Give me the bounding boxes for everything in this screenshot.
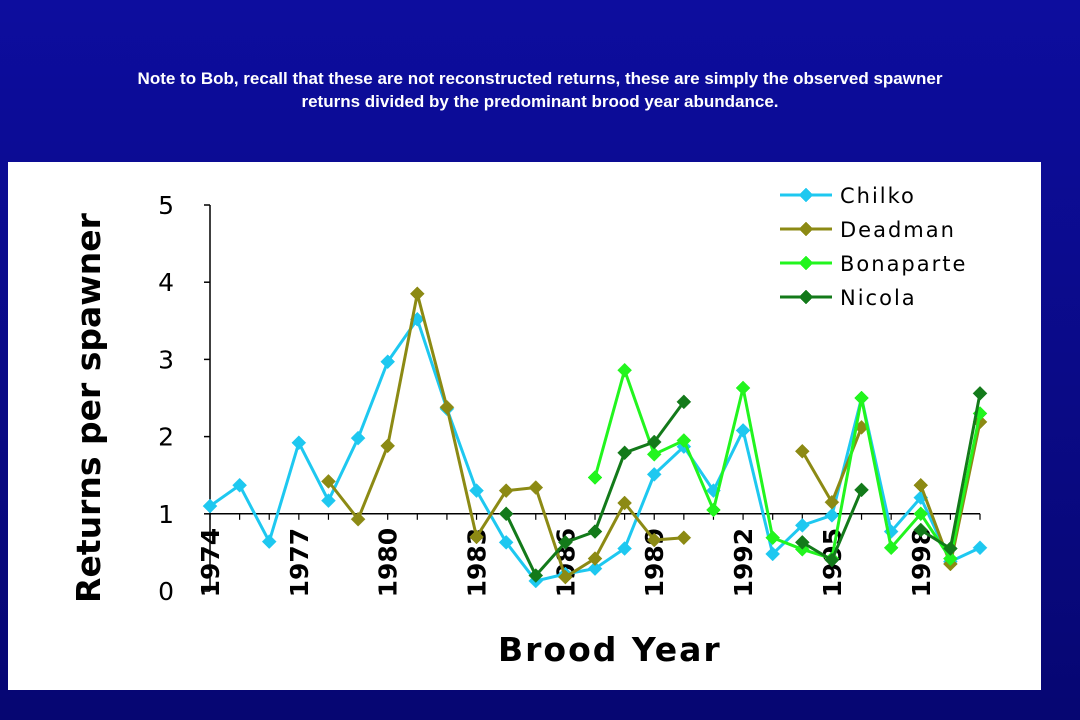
chilko-data-point bbox=[735, 423, 751, 438]
bonaparte-data-point bbox=[735, 380, 751, 396]
bonaparte-data-point bbox=[913, 506, 929, 522]
deadman-data-point bbox=[350, 511, 366, 527]
deadman-data-point bbox=[646, 532, 662, 548]
y-tick-label: 0 bbox=[158, 577, 174, 606]
bonaparte-data-point bbox=[676, 433, 692, 448]
deadman-data-point bbox=[528, 480, 544, 495]
bonaparte-legend-marker bbox=[798, 255, 814, 271]
chart-panel: 0123451974197719801983198619891992199519… bbox=[8, 162, 1041, 690]
chilko-data-point bbox=[202, 498, 218, 514]
x-axis-title: Brood Year bbox=[498, 630, 722, 669]
deadman-data-point bbox=[380, 438, 396, 454]
chilko-data-point bbox=[972, 540, 988, 556]
deadman-data-point bbox=[558, 569, 573, 585]
nicola-data-point bbox=[646, 434, 662, 450]
deadman-data-point bbox=[824, 494, 840, 510]
y-tick-label: 5 bbox=[158, 191, 174, 220]
chilko-legend-marker bbox=[798, 187, 814, 203]
bonaparte-data-point bbox=[765, 530, 781, 546]
bonaparte-legend-label: Bonaparte bbox=[840, 252, 967, 276]
bonaparte-data-point bbox=[646, 447, 662, 462]
y-tick-label: 2 bbox=[158, 423, 174, 452]
nicola-data-point bbox=[676, 394, 692, 410]
chilko-data-point bbox=[646, 467, 662, 482]
note-line-2: returns divided by the predominant brood… bbox=[301, 92, 779, 111]
chilko-data-point bbox=[232, 477, 247, 493]
deadman-legend-marker bbox=[798, 221, 814, 237]
x-tick-label: 1980 bbox=[374, 528, 403, 598]
y-axis-title: Returns per spawner bbox=[69, 212, 108, 603]
bonaparte-data-point bbox=[943, 551, 958, 566]
nicola-data-point bbox=[617, 445, 632, 461]
nicola-data-point bbox=[943, 541, 958, 556]
y-tick-label: 4 bbox=[158, 268, 174, 297]
deadman-data-point bbox=[469, 529, 484, 545]
deadman-data-point bbox=[498, 483, 514, 498]
nicola-data-point bbox=[498, 506, 514, 522]
nicola-data-point bbox=[913, 522, 929, 538]
nicola-legend-label: Nicola bbox=[840, 286, 917, 310]
nicola-data-point bbox=[854, 482, 869, 498]
bonaparte-data-point bbox=[587, 470, 603, 485]
deadman-data-point bbox=[676, 530, 692, 546]
nicola-data-point bbox=[587, 524, 603, 539]
chilko-data-point bbox=[291, 435, 307, 451]
note-text: Note to Bob, recall that these are not r… bbox=[40, 67, 1040, 113]
x-tick-label: 1998 bbox=[907, 528, 936, 598]
chilko-data-point bbox=[765, 546, 781, 562]
bonaparte-data-point bbox=[883, 540, 899, 556]
returns-per-spawner-chart: 0123451974197719801983198619891992199519… bbox=[69, 184, 988, 669]
deadman-data-point bbox=[913, 477, 929, 493]
deadman-data-point bbox=[439, 399, 455, 415]
nicola-data-point bbox=[824, 552, 840, 568]
deadman-data-point bbox=[587, 551, 603, 566]
y-tick-label: 3 bbox=[158, 345, 174, 374]
chilko-data-point bbox=[321, 493, 336, 509]
deadman-data-point bbox=[321, 474, 336, 489]
deadman-data-point bbox=[794, 443, 810, 459]
bonaparte-data-point bbox=[706, 502, 721, 518]
chilko-data-point bbox=[350, 430, 366, 446]
nicola-data-point bbox=[528, 568, 544, 583]
chilko-data-point bbox=[261, 534, 277, 549]
bonaparte-data-point bbox=[854, 390, 869, 406]
deadman-data-point bbox=[409, 286, 425, 302]
chilko-data-point bbox=[380, 354, 396, 370]
deadman-legend-label: Deadman bbox=[840, 218, 956, 242]
note-line-1: Note to Bob, recall that these are not r… bbox=[137, 69, 943, 88]
nicola-data-point bbox=[794, 535, 810, 550]
chilko-data-point bbox=[469, 483, 484, 498]
bonaparte-data-point bbox=[617, 362, 632, 378]
y-tick-label: 1 bbox=[158, 500, 174, 529]
nicola-legend-marker bbox=[798, 289, 814, 305]
chilko-data-point bbox=[617, 541, 632, 556]
nicola-data-point bbox=[558, 535, 573, 550]
chilko-legend-label: Chilko bbox=[840, 184, 916, 208]
deadman-data-point bbox=[617, 495, 632, 511]
nicola-data-point bbox=[972, 386, 988, 401]
chilko-series-line bbox=[209, 315, 981, 583]
x-tick-label: 1974 bbox=[196, 528, 225, 598]
x-tick-label: 1992 bbox=[729, 528, 758, 598]
chilko-data-point bbox=[824, 507, 840, 523]
chilko-data-point bbox=[794, 518, 810, 533]
chilko-data-point bbox=[498, 535, 514, 550]
x-tick-label: 1977 bbox=[285, 528, 314, 598]
chilko-data-point bbox=[587, 561, 603, 576]
